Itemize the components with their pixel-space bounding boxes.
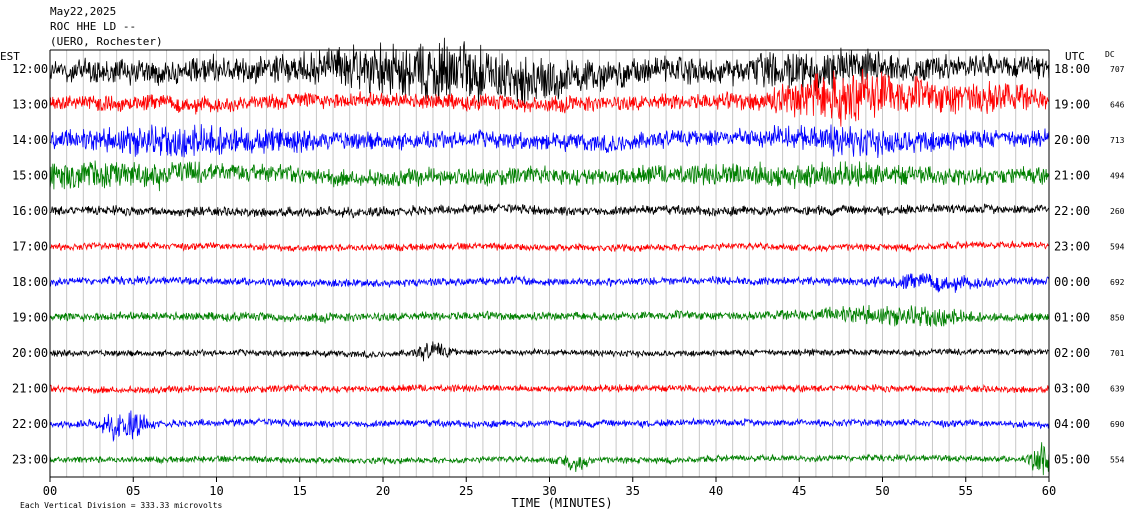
minute-gridlines xyxy=(66,50,1033,477)
x-tick-label-50: 50 xyxy=(875,484,889,498)
dc-value-1300: 646 xyxy=(1110,101,1125,110)
dc-value-1500: 494 xyxy=(1110,172,1125,181)
utc-label-2100: 21:00 xyxy=(1054,169,1090,183)
utc-label-0100: 01:00 xyxy=(1054,311,1090,325)
est-label-2100: 21:00 xyxy=(12,382,48,396)
est-label-1800: 18:00 xyxy=(12,275,48,289)
est-label-1700: 17:00 xyxy=(12,240,48,254)
utc-label-2300: 23:00 xyxy=(1054,240,1090,254)
trace-row-1300 xyxy=(49,68,1050,127)
dc-value-1600: 260 xyxy=(1110,207,1125,216)
utc-label-0000: 00:00 xyxy=(1054,275,1090,289)
est-label-1900: 19:00 xyxy=(12,311,48,325)
trace-row-1400 xyxy=(50,124,1050,159)
x-tick-label-40: 40 xyxy=(709,484,723,498)
station-line: ROC HHE LD -- xyxy=(50,20,137,33)
station-name: (UERO, Rochester) xyxy=(50,35,163,48)
scale-note: Each Vertical Division = 333.33 microvol… xyxy=(20,501,222,510)
utc-label-0300: 03:00 xyxy=(1054,382,1090,396)
dc-value-1400: 713 xyxy=(1110,136,1125,145)
dc-value-1800: 692 xyxy=(1110,278,1125,287)
utc-label-2000: 20:00 xyxy=(1054,133,1090,147)
est-label-2200: 22:00 xyxy=(12,417,48,431)
trace-row-1900 xyxy=(49,304,1050,328)
trace-row-2200 xyxy=(49,410,1050,443)
x-tick-label-55: 55 xyxy=(959,484,973,498)
dc-value-2100: 639 xyxy=(1110,385,1125,394)
trace-row-2300 xyxy=(49,442,1050,476)
trace-row-2100 xyxy=(49,383,1050,395)
left-timezone-label: EST xyxy=(0,50,20,63)
dc-value-2300: 554 xyxy=(1110,456,1125,465)
dc-value-1200: 707 xyxy=(1110,65,1125,74)
x-tick-label-10: 10 xyxy=(209,484,223,498)
x-tick-label-35: 35 xyxy=(626,484,640,498)
x-tick-label-45: 45 xyxy=(792,484,806,498)
est-label-1400: 14:00 xyxy=(12,133,48,147)
chart-title: May22,2025 xyxy=(50,5,117,18)
x-tick-label-15: 15 xyxy=(293,484,307,498)
dc-value-1700: 594 xyxy=(1110,243,1125,252)
x-tick-label-60: 60 xyxy=(1042,484,1056,498)
utc-label-0500: 05:00 xyxy=(1054,453,1090,467)
utc-label-0200: 02:00 xyxy=(1054,346,1090,360)
trace-row-1700 xyxy=(49,240,1049,253)
utc-label-0400: 04:00 xyxy=(1054,417,1090,431)
trace-row-1200 xyxy=(49,37,1050,106)
axis-labels: 00 05 10 15 20 25 30 35 40 45 50 55 60 12:00 18:00 707 1… xyxy=(0,50,1125,510)
trace-row-1600 xyxy=(49,203,1050,219)
utc-label-1900: 19:00 xyxy=(1054,98,1090,112)
est-label-2000: 20:00 xyxy=(12,346,48,360)
axes-frame xyxy=(49,49,1050,482)
utc-label-1800: 18:00 xyxy=(1054,62,1090,76)
dc-header-label: DC xyxy=(1105,50,1115,59)
trace-row-2000 xyxy=(49,341,1050,362)
est-label-1500: 15:00 xyxy=(12,169,48,183)
est-label-1300: 13:00 xyxy=(12,98,48,112)
x-tick-label-30: 30 xyxy=(542,484,556,498)
x-tick-label-05: 05 xyxy=(126,484,140,498)
est-label-1200: 12:00 xyxy=(12,62,48,76)
est-label-1600: 16:00 xyxy=(12,204,48,218)
utc-label-2200: 22:00 xyxy=(1054,204,1090,218)
trace-row-1800 xyxy=(49,273,1050,293)
dc-value-1900: 850 xyxy=(1110,314,1125,323)
right-timezone-label: UTC xyxy=(1065,50,1085,63)
x-tick-label-20: 20 xyxy=(376,484,390,498)
dc-value-2000: 701 xyxy=(1110,349,1125,358)
trace-row-1500 xyxy=(49,160,1050,192)
est-label-2300: 23:00 xyxy=(12,453,48,467)
seismic-traces xyxy=(49,37,1050,476)
dc-value-2200: 690 xyxy=(1110,420,1125,429)
x-tick-label-25: 25 xyxy=(459,484,473,498)
x-axis-title: TIME (MINUTES) xyxy=(511,496,612,510)
x-tick-label-00: 00 xyxy=(43,484,57,498)
